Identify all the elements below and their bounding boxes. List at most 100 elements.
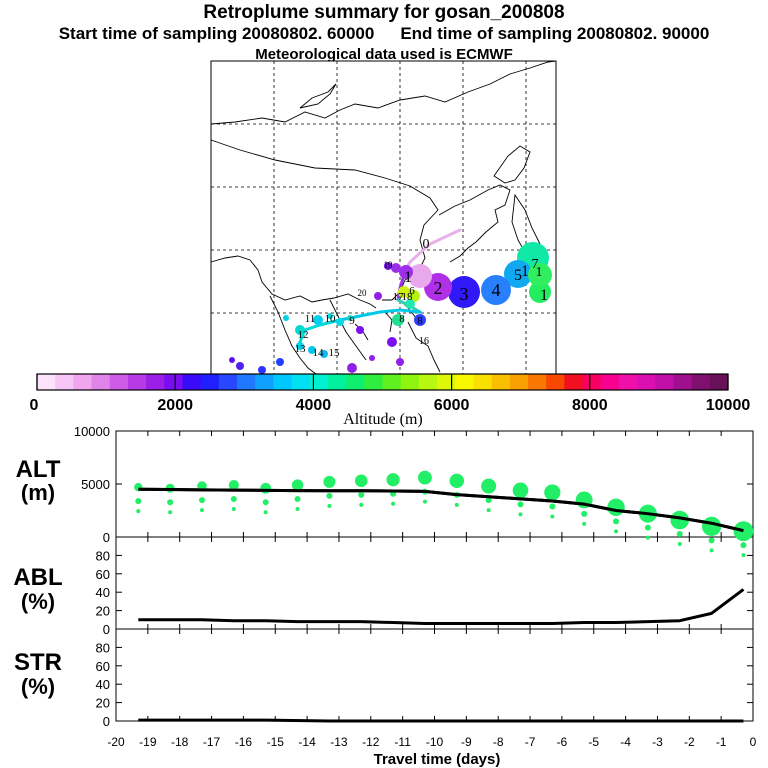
colorbar-cell xyxy=(491,374,511,390)
cluster-label: 5 xyxy=(514,267,522,284)
trajectory-cluster xyxy=(236,362,244,370)
colorbar-cell xyxy=(55,374,74,390)
cluster-label: 4 xyxy=(492,280,501,300)
alt-point xyxy=(263,510,268,515)
y-tick-label: 5000 xyxy=(81,477,110,492)
x-tick-label: -16 xyxy=(235,735,253,749)
chart-title: Retroplume summary for gosan_200808 xyxy=(203,2,565,23)
alt-point xyxy=(709,548,714,553)
x-tick-label: -1 xyxy=(716,735,727,749)
trajectory-cluster xyxy=(414,314,426,326)
chart-marks xyxy=(134,470,754,723)
alt-point xyxy=(481,478,497,494)
x-tick-label: 0 xyxy=(750,735,757,749)
colorbar-cell xyxy=(582,374,602,390)
colorbar-cell xyxy=(600,374,620,390)
colorbar-cell xyxy=(364,374,383,390)
trajectory-cluster xyxy=(399,265,413,279)
trajectory-cluster xyxy=(347,315,353,321)
alt-point xyxy=(326,492,333,499)
trajectory-cluster xyxy=(356,326,364,334)
alt-unit: (m) xyxy=(21,480,55,505)
trajectory-cluster xyxy=(528,263,552,287)
colorbar-cell xyxy=(291,374,311,390)
alt-point xyxy=(740,542,747,549)
x-tick-label: -18 xyxy=(171,735,189,749)
colorbar-cell xyxy=(309,374,329,390)
x-tick-label: -17 xyxy=(203,735,221,749)
alt-point xyxy=(422,499,427,504)
y-tick-label: 80 xyxy=(96,548,110,563)
x-tick-label: -20 xyxy=(107,735,125,749)
cluster-label: 8 xyxy=(417,315,423,327)
trajectory-cluster xyxy=(258,366,266,374)
cluster-label: 18 xyxy=(402,291,414,303)
colorbar-cell xyxy=(127,374,147,390)
alt-point xyxy=(607,498,625,517)
trajectory-cluster xyxy=(529,281,551,303)
colorbar-cell xyxy=(346,374,365,390)
colorbar-cell xyxy=(455,374,474,390)
y-tick-label: 20 xyxy=(96,696,110,711)
cluster-label: 0 xyxy=(423,237,430,252)
colorbar-cell xyxy=(709,374,729,390)
x-tick-label: -11 xyxy=(394,735,411,749)
alt-point xyxy=(454,502,459,507)
colorbar-tick-label: 2000 xyxy=(157,397,193,414)
alt-point xyxy=(485,497,492,504)
trajectory-cluster xyxy=(336,318,344,326)
x-tick-label: -13 xyxy=(330,735,348,749)
y-tick-label: 80 xyxy=(96,640,110,655)
cluster-label: 13 xyxy=(295,343,307,355)
y-tick-label: 60 xyxy=(96,659,110,674)
trajectory-cluster xyxy=(369,355,375,361)
x-tick-label: -10 xyxy=(426,735,444,749)
abl-label: ABL xyxy=(13,564,62,591)
colorbar-cell xyxy=(327,374,347,390)
colorbar-tick-label: 4000 xyxy=(296,397,332,414)
cluster-label: 7 xyxy=(532,257,539,272)
y-tick-label: 20 xyxy=(96,604,110,619)
alt-point xyxy=(701,516,722,537)
x-tick-label: -14 xyxy=(298,735,316,749)
colorbar-title: Altitude (m) xyxy=(343,411,423,428)
trajectory-cluster xyxy=(313,315,323,325)
colorbar-cell xyxy=(400,374,420,390)
alt-point xyxy=(486,508,491,513)
trajectory-cluster xyxy=(392,314,404,326)
alt-point xyxy=(517,501,524,508)
cluster-label: 9 xyxy=(349,315,355,327)
colorbar-cell xyxy=(637,374,656,390)
alt-point xyxy=(323,475,336,488)
colorbar-tick-label: 0 xyxy=(30,397,39,414)
colorbar-tick-label: 10000 xyxy=(706,397,751,414)
x-tick-label: -5 xyxy=(588,735,599,749)
cluster-label: 1 xyxy=(521,263,529,280)
cluster-label: 12 xyxy=(298,329,309,341)
alt-point xyxy=(708,537,715,544)
colorbar-cell xyxy=(509,374,529,390)
cluster-label: 14 xyxy=(313,347,325,359)
trajectory-cluster xyxy=(320,350,328,358)
alt-point xyxy=(358,491,365,498)
alt-point xyxy=(418,470,432,485)
colorbar-cell xyxy=(618,374,638,390)
series-line xyxy=(138,588,745,625)
coastlines xyxy=(210,60,557,375)
trajectory-cluster xyxy=(384,262,392,270)
x-axis-label: Travel time (days) xyxy=(374,751,501,768)
colorbar-cell xyxy=(218,374,238,390)
trajectory-cluster xyxy=(405,299,415,309)
alt-point xyxy=(645,535,650,540)
alt-point xyxy=(198,497,205,504)
alt-point xyxy=(230,496,237,503)
abl-unit: (%) xyxy=(21,589,55,614)
x-tick-label: -3 xyxy=(652,735,663,749)
trajectory-cluster xyxy=(408,264,432,288)
x-tick-label: -9 xyxy=(461,735,472,749)
x-tick-label: -19 xyxy=(139,735,157,749)
alt-point xyxy=(386,473,400,487)
colorbar-cell xyxy=(382,374,402,390)
x-tick-label: -15 xyxy=(267,735,285,749)
